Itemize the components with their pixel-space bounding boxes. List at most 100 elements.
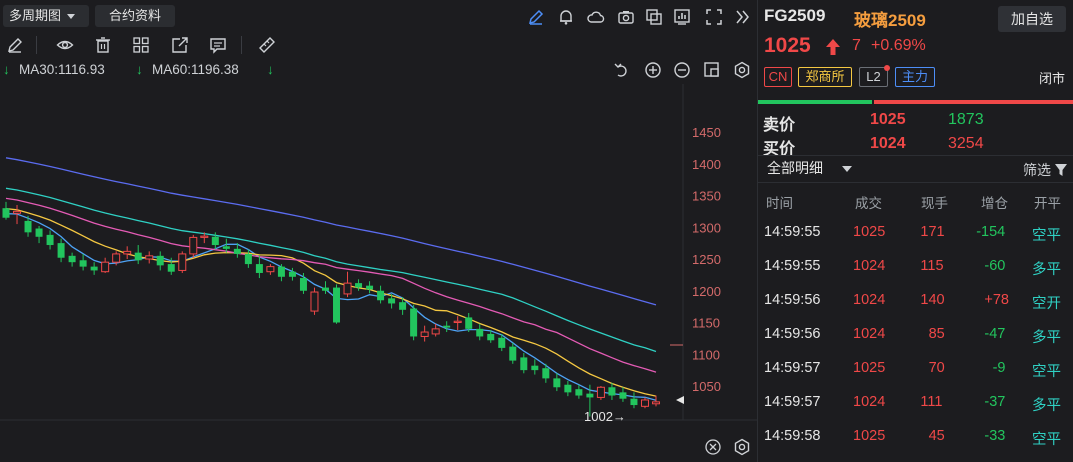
candle-body [13,210,22,214]
candle-body [90,266,98,271]
trade-open-close: 空平 [1032,228,1061,244]
grid-icon[interactable] [132,36,150,54]
copy-window-icon[interactable] [645,8,663,26]
candle-body [288,271,296,277]
candle-body [410,308,418,337]
table-row[interactable]: 14:59:55 1025 171 -154 空平 [758,216,1073,250]
col-header-price: 成交 [855,196,882,211]
draw-pen-icon[interactable] [527,8,545,26]
edit-pen-icon[interactable] [6,36,24,54]
trade-price: 1025 [853,224,886,240]
trade-price: 1024 [853,292,886,308]
candle-body [553,378,561,388]
filter-button[interactable]: 筛选 [1023,160,1067,180]
table-row[interactable]: 14:59:57 1025 70 -9 空平 [758,352,1073,386]
eye-icon[interactable] [56,36,74,54]
candle-body [145,255,154,260]
candle-body [388,298,396,304]
trade-price: 1025 [853,360,886,376]
camera-icon[interactable] [617,8,635,26]
last-price-marker [676,396,684,404]
ask-label: 卖价 [763,117,796,134]
add-watchlist-button[interactable]: 加自选 [998,6,1066,32]
trade-volume: 70 [928,360,945,376]
settings-gear-icon[interactable] [733,61,751,79]
section-divider [758,182,1073,183]
candle-body [542,368,550,379]
detail-dropdown[interactable]: 全部明细 [767,160,823,176]
close-circle-icon[interactable] [704,438,722,456]
candle-body [487,333,495,341]
settings-gear-icon[interactable] [733,438,751,456]
cloud-icon[interactable] [587,8,605,26]
trade-volume: 171 [920,224,945,240]
export-icon[interactable] [171,36,189,54]
restore-icon[interactable] [703,61,721,79]
low-price-annotation: 1002→ [584,409,626,424]
undo-icon[interactable] [613,61,631,79]
ask-strength-bar [874,100,1073,104]
candle-body [156,255,164,266]
table-row[interactable]: 14:59:55 1024 115 -60 多平 [758,250,1073,284]
table-row[interactable]: 14:59:56 1024 85 -47 多平 [758,318,1073,352]
bid-volume: 3254 [948,135,984,152]
candle-body [189,236,198,255]
arrow-down-icon: ↓ [3,62,10,77]
toolbar-divider [36,36,37,54]
ruler-icon[interactable] [258,36,276,54]
candle-body [520,357,528,371]
candle-body [57,243,65,258]
level2-tag[interactable]: L2 [859,67,888,87]
collapse-panel-icon[interactable] [733,8,751,26]
trade-open-close: 空平 [1032,432,1061,448]
trade-volume: 85 [928,326,945,342]
trade-volume: 111 [920,394,943,410]
y-tick-label: 1350 [692,189,721,204]
candle-body [420,331,429,337]
chevron-down-icon[interactable] [842,166,852,172]
candle-body [465,317,473,329]
candle-body [310,291,319,312]
trade-time: 14:59:58 [764,428,821,444]
candle-body [222,246,230,249]
trade-price: 1024 [853,326,886,342]
trade-time: 14:59:56 [764,292,821,308]
bid-strength-bar [758,100,872,104]
ma10-line [5,207,657,397]
trade-open-close: 多平 [1032,398,1061,414]
candle-body [46,234,54,246]
table-row[interactable]: 14:59:56 1024 140 +78 空开 [758,284,1073,318]
table-row[interactable]: 14:59:57 1024 111 -37 多平 [758,386,1073,420]
trade-open-close: 空开 [1032,296,1061,312]
trade-time: 14:59:57 [764,394,821,410]
chart-canvas[interactable]: 1450 1400 1350 1300 1250 1200 1150 1100 1050 100… [0,84,757,462]
y-tick-label: 1450 [692,125,721,140]
chart-panel: 多周期图 合约资料 [0,5,757,462]
table-row[interactable]: 14:59:58 1025 45 -33 空平 [758,420,1073,454]
trade-open-interest: -37 [984,394,1006,410]
ma30-line [5,187,657,353]
zoom-in-icon[interactable] [644,61,662,79]
comment-icon[interactable] [209,36,227,54]
indicator-chart-icon[interactable] [673,8,691,26]
col-header-volume: 现手 [921,196,948,211]
candlestick-chart[interactable]: 1450 1400 1350 1300 1250 1200 1150 1100 1050 100… [0,84,757,462]
trade-volume: 115 [920,258,944,274]
bell-icon[interactable] [557,8,575,26]
zoom-out-icon[interactable] [673,61,691,79]
period-dropdown[interactable]: 多周期图 [3,5,89,27]
candle-body [277,266,285,277]
drawing-toolbar [0,32,757,58]
y-tick-label: 1200 [692,284,721,299]
market-status: 闭市 [1039,71,1066,86]
trade-open-close: 空平 [1032,364,1061,380]
candle-body [35,228,43,237]
candle-body [321,287,329,291]
fullscreen-icon[interactable] [705,8,723,26]
y-tick-label: 1050 [692,379,721,394]
trash-icon[interactable] [94,36,112,54]
contract-info-button[interactable]: 合约资料 [95,5,175,27]
candle-body [630,398,638,406]
candle-body [531,365,539,371]
candle-body [244,253,252,265]
